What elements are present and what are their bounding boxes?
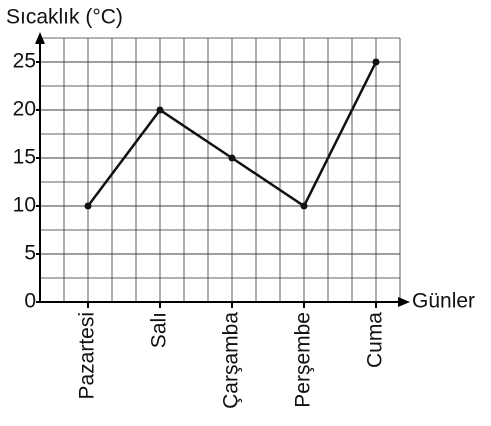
point bbox=[300, 202, 308, 210]
x-axis-title: Günler bbox=[412, 290, 475, 313]
x-tick-label: Cuma bbox=[364, 312, 387, 368]
y-tick-label: 0 bbox=[24, 290, 36, 313]
point bbox=[228, 154, 236, 162]
y-tick-label: 5 bbox=[24, 242, 36, 265]
x-axis-arrow bbox=[398, 297, 410, 307]
x-tick-label: Çarşamba bbox=[220, 312, 243, 409]
y-tick-label: 20 bbox=[13, 98, 36, 121]
y-tick-label: 15 bbox=[13, 146, 36, 169]
point bbox=[156, 106, 164, 114]
y-axis-arrow bbox=[35, 32, 45, 44]
point bbox=[372, 58, 380, 66]
y-tick-label: 25 bbox=[13, 50, 36, 73]
point bbox=[84, 202, 92, 210]
x-tick-label: Pazartesi bbox=[76, 312, 99, 400]
x-tick-label: Perşembe bbox=[292, 312, 315, 408]
y-tick-label: 10 bbox=[13, 194, 36, 217]
y-axis-title: Sıcaklık (°C) bbox=[6, 6, 123, 29]
x-tick-label: Salı bbox=[148, 312, 171, 348]
